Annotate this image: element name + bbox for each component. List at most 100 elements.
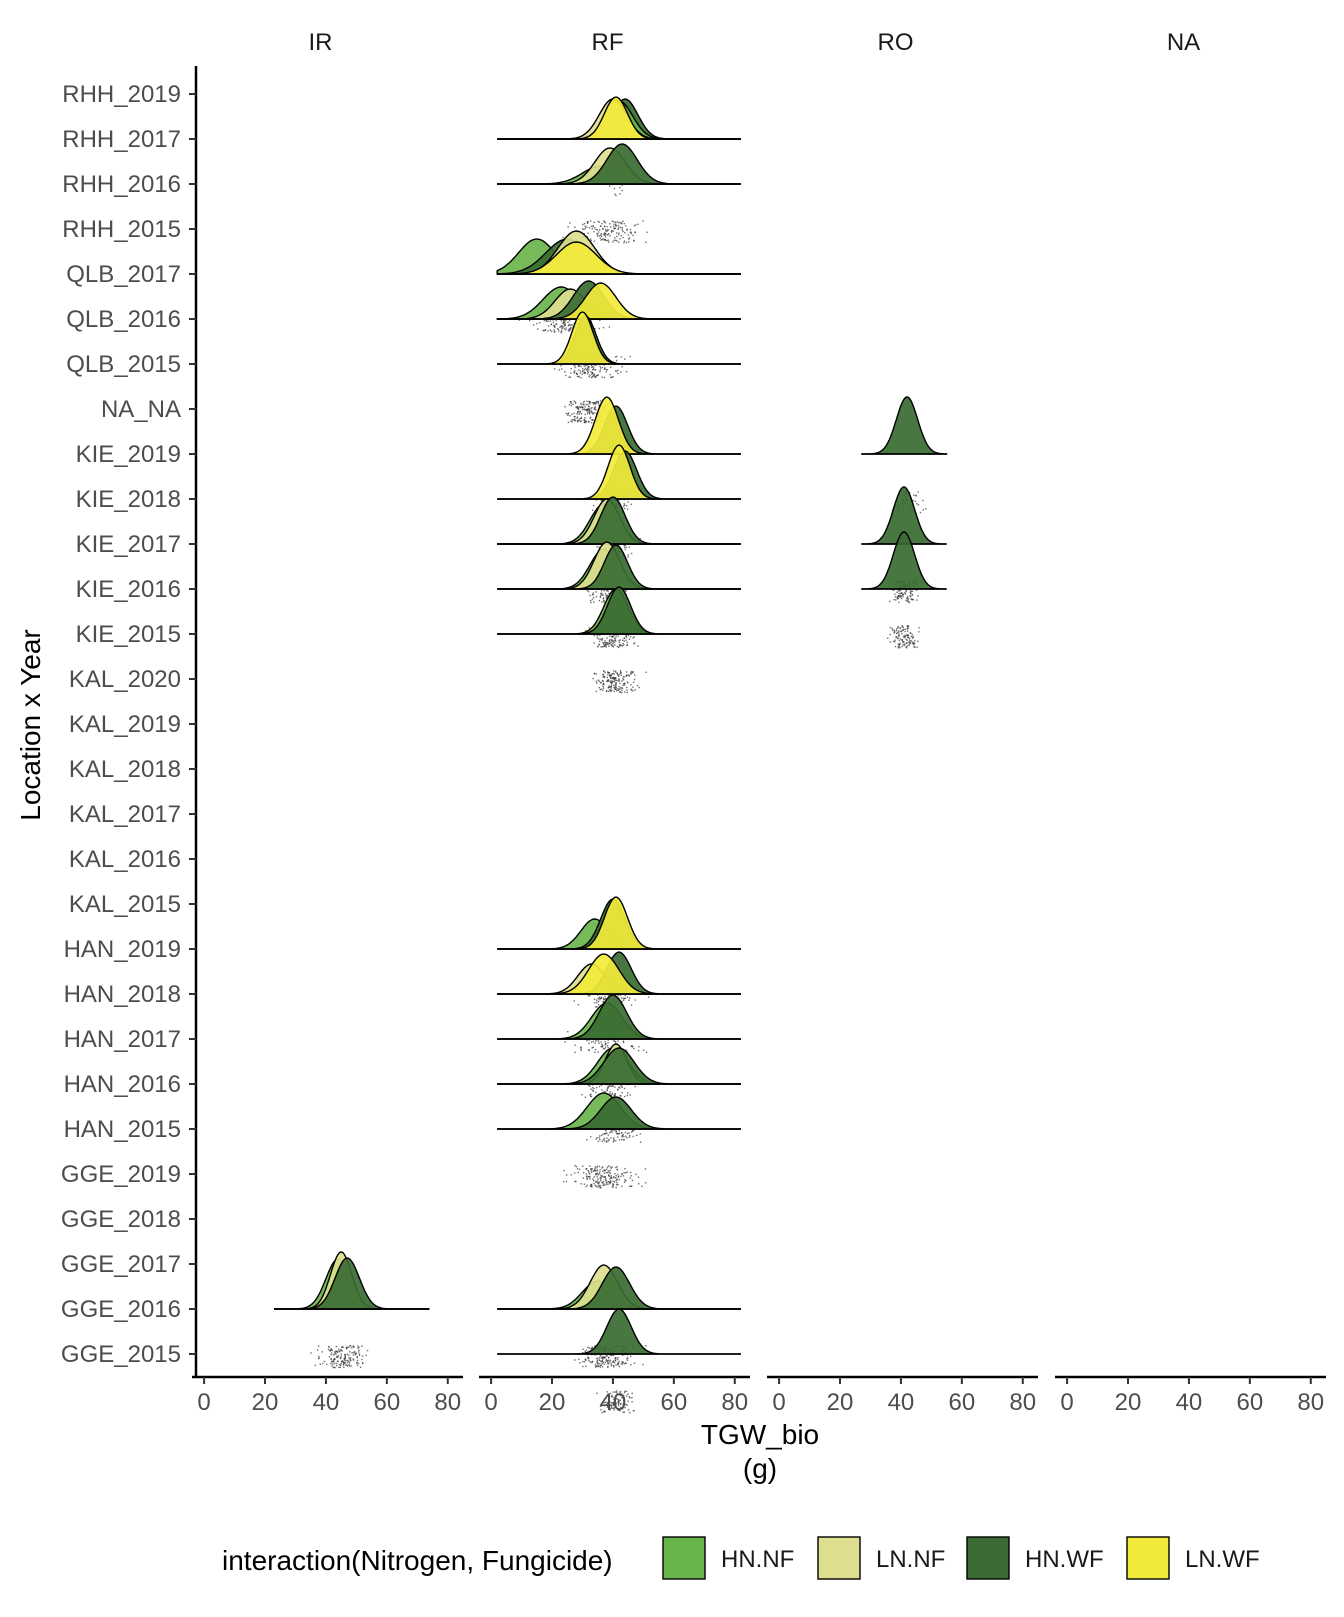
data-point — [627, 554, 629, 556]
data-point — [339, 1364, 342, 1366]
data-point — [339, 1357, 342, 1360]
data-point — [582, 406, 584, 409]
data-point — [602, 598, 605, 600]
data-point — [638, 1046, 640, 1048]
data-point — [576, 1168, 579, 1170]
data-point — [584, 417, 586, 419]
data-point — [903, 644, 906, 647]
data-point — [594, 376, 596, 378]
data-point — [586, 373, 589, 375]
data-point — [612, 1184, 615, 1186]
data-point — [586, 408, 588, 411]
data-point — [591, 366, 593, 368]
data-point — [608, 1400, 611, 1403]
data-point — [571, 324, 573, 326]
data-point — [887, 637, 889, 639]
data-point — [894, 639, 896, 641]
data-point — [563, 323, 565, 325]
data-point — [632, 1410, 635, 1412]
data-point — [910, 592, 912, 595]
data-point — [332, 1363, 334, 1365]
data-point — [599, 367, 602, 369]
data-point — [897, 597, 899, 599]
x-tick-label: 20 — [827, 1389, 854, 1416]
data-point — [595, 376, 597, 378]
data-point — [618, 1178, 620, 1181]
data-point — [343, 1363, 345, 1365]
data-point — [627, 501, 629, 503]
data-point — [597, 231, 600, 233]
data-point — [620, 674, 622, 676]
data-point — [593, 364, 596, 366]
data-point — [595, 409, 597, 411]
data-point — [910, 632, 912, 634]
data-point — [909, 642, 911, 644]
data-point — [637, 645, 639, 647]
data-point — [597, 998, 599, 1000]
data-point — [614, 679, 616, 682]
data-point — [316, 1349, 319, 1351]
data-point — [589, 401, 591, 403]
data-point — [620, 1085, 622, 1087]
data-point — [577, 1171, 579, 1174]
data-point — [912, 499, 914, 502]
data-point — [922, 509, 924, 511]
data-point — [585, 1168, 587, 1170]
data-point — [610, 687, 612, 689]
data-point — [620, 1363, 623, 1365]
data-point — [332, 1354, 335, 1356]
data-point — [621, 1086, 623, 1088]
data-point — [619, 1394, 621, 1396]
data-point — [908, 601, 910, 604]
data-point — [621, 645, 623, 647]
data-point — [593, 221, 595, 224]
data-point — [602, 227, 604, 230]
data-point — [618, 673, 620, 676]
data-point — [898, 634, 900, 636]
data-point — [574, 1359, 576, 1361]
data-point — [915, 494, 917, 497]
data-point — [624, 1167, 626, 1170]
data-point — [574, 1044, 576, 1046]
data-point — [335, 1351, 338, 1353]
data-point — [601, 1134, 603, 1137]
data-point — [588, 227, 591, 229]
data-point — [600, 681, 602, 684]
data-point — [607, 680, 609, 682]
data-point — [625, 639, 627, 641]
data-point — [612, 1396, 614, 1398]
legend-label: HN.NF — [721, 1546, 794, 1573]
data-point — [637, 223, 639, 225]
data-point — [580, 1183, 582, 1185]
data-point — [902, 641, 904, 644]
data-point — [633, 642, 636, 644]
data-point — [907, 596, 909, 598]
data-point — [602, 689, 604, 691]
data-point — [343, 1366, 345, 1368]
data-point — [615, 1130, 618, 1132]
data-point — [906, 645, 908, 647]
data-point — [335, 1364, 338, 1367]
data-point — [605, 1141, 608, 1143]
data-point — [578, 1168, 581, 1171]
data-point — [586, 1184, 588, 1186]
data-point — [618, 222, 620, 224]
data-point — [616, 1178, 618, 1180]
data-point — [334, 1352, 336, 1354]
data-point — [903, 635, 905, 637]
data-point — [600, 996, 603, 998]
data-point — [332, 1360, 335, 1362]
data-point — [585, 1349, 588, 1351]
data-point — [636, 684, 639, 687]
data-point — [622, 642, 624, 645]
data-point — [906, 625, 908, 627]
data-point — [589, 995, 591, 997]
data-point — [342, 1346, 344, 1348]
data-point — [606, 595, 608, 597]
data-point — [590, 1168, 592, 1170]
density-hn-wf — [861, 531, 947, 590]
data-point — [617, 1362, 619, 1364]
data-point — [889, 641, 892, 643]
data-point — [577, 365, 579, 367]
data-point — [596, 637, 599, 639]
